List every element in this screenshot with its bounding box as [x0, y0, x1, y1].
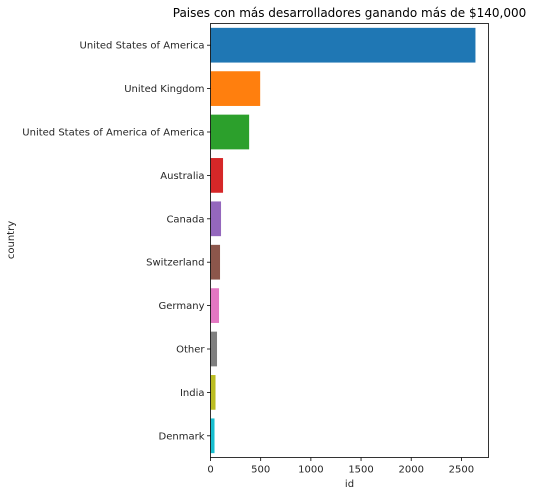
bar-4 — [210, 201, 222, 237]
y-tick-label: Other — [176, 345, 205, 356]
bar-5 — [210, 244, 221, 280]
x-tick-label: 1000 — [298, 465, 323, 476]
bar-9 — [210, 418, 215, 454]
y-tick-label: Australia — [160, 171, 204, 182]
x-tick-label: 0 — [207, 465, 213, 476]
y-tick-label: Denmark — [159, 431, 205, 442]
bar-6 — [210, 288, 220, 323]
chart-title: Paises con más desarrolladores ganando m… — [173, 6, 526, 20]
y-tick-label: United Kingdom — [124, 84, 204, 95]
y-tick-label: Germany — [159, 301, 205, 312]
x-tick-label: 1500 — [348, 465, 373, 476]
y-tick-label: Switzerland — [146, 258, 204, 269]
x-axis-label: id — [345, 479, 354, 490]
y-tick-label: United States of America of America — [22, 128, 204, 139]
x-tick-label: 2500 — [449, 465, 474, 476]
y-tick-label: United States of America — [80, 41, 205, 52]
x-tick-label: 2000 — [398, 465, 423, 476]
x-tick-label: 500 — [251, 465, 270, 476]
y-axis-ticks: United States of America United Kingdom Un… — [22, 41, 211, 442]
x-axis-ticks: 0 500 1000 1500 2000 2500 — [207, 457, 474, 476]
bar-1 — [210, 71, 261, 106]
bar-8 — [210, 375, 216, 410]
y-axis-label: country — [6, 221, 17, 259]
y-tick-label: Canada — [166, 214, 204, 225]
bars-group — [210, 27, 476, 454]
bar-7 — [210, 331, 218, 367]
bar-2 — [210, 114, 250, 150]
y-tick-label: India — [180, 388, 205, 399]
bar-3 — [210, 158, 224, 193]
plot-frame — [210, 23, 489, 458]
bar-0 — [210, 27, 476, 63]
